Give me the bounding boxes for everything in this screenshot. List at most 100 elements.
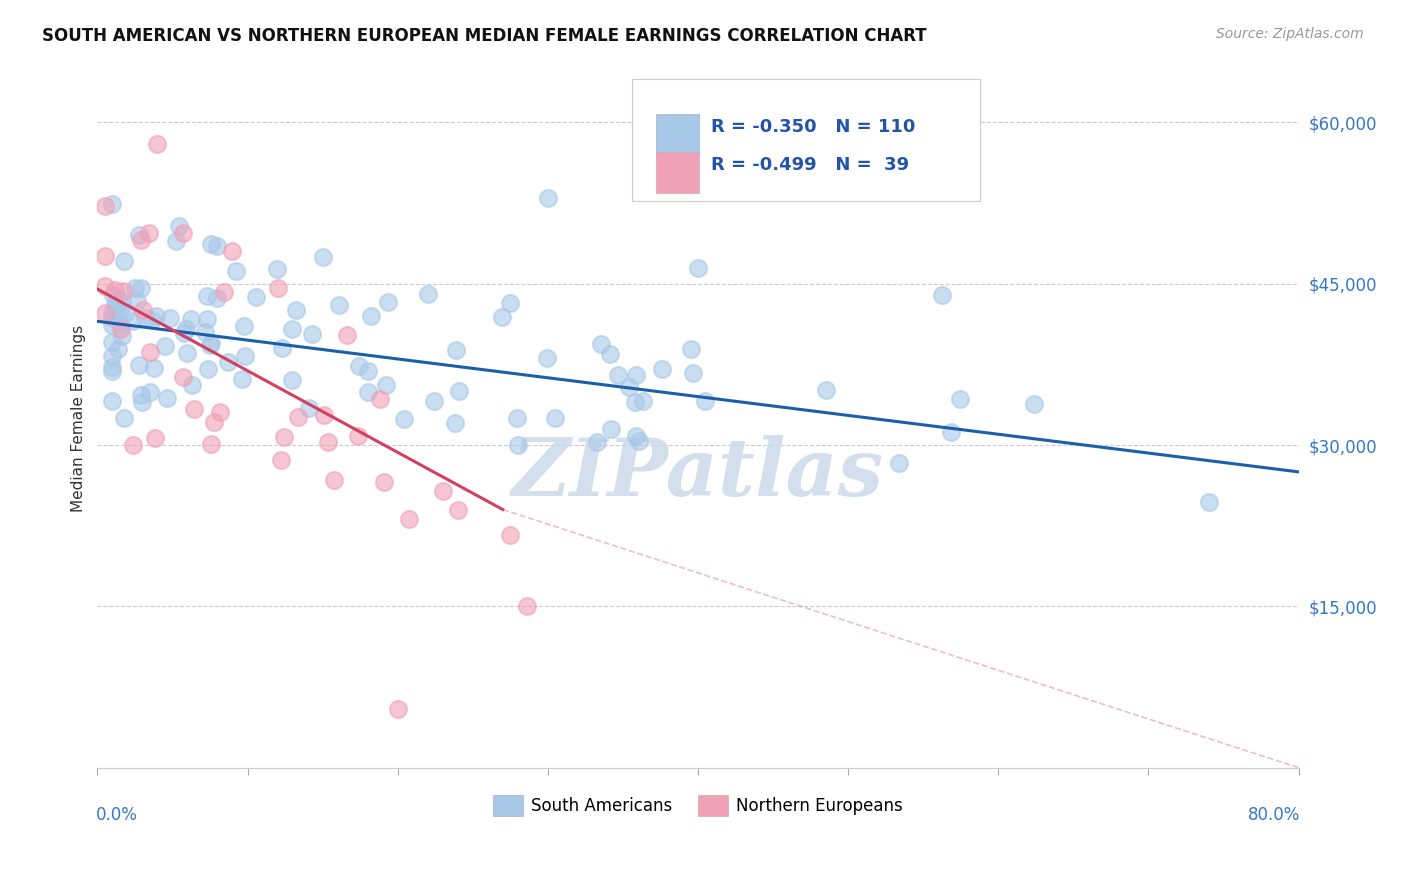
Point [377,294,399,309]
Point [94,306,117,320]
Point [207,239,229,253]
Point [145,431,167,445]
Point [195,312,218,326]
Point [586,434,609,449]
Point [169,219,191,233]
Point [266,261,288,276]
Point [373,475,395,489]
Point [131,395,153,409]
Point [679,342,702,356]
Point [607,368,630,383]
Point [134,311,156,326]
Point [347,429,370,443]
Point [287,409,309,424]
Y-axis label: Median Female Earnings: Median Female Earnings [72,325,86,512]
Point [112,254,135,268]
Point [200,336,222,351]
Point [316,435,339,450]
Point [122,314,145,328]
Point [619,380,641,394]
Point [245,290,267,304]
Point [101,197,124,211]
Point [686,260,709,275]
Point [357,364,380,378]
Point [328,298,350,312]
Point [217,355,239,369]
Point [205,291,228,305]
Point [398,512,420,526]
Point [357,384,380,399]
Text: SOUTH AMERICAN VS NORTHERN EUROPEAN MEDIAN FEMALE EARNINGS CORRELATION CHART: SOUTH AMERICAN VS NORTHERN EUROPEAN MEDI… [42,27,927,45]
Point [200,437,222,451]
Point [141,312,163,326]
Point [599,422,621,436]
Point [516,599,538,614]
Point [631,393,654,408]
Point [271,341,294,355]
Point [200,236,222,251]
Text: 80.0%: 80.0% [1247,806,1299,824]
FancyBboxPatch shape [657,152,699,194]
Point [129,281,152,295]
Point [498,295,520,310]
Point [212,285,235,299]
Point [270,453,292,467]
Text: 0.0%: 0.0% [96,806,138,824]
Point [101,318,124,332]
Point [267,281,290,295]
Point [225,264,247,278]
Text: ZIPatlas: ZIPatlas [512,435,884,513]
Text: Source: ZipAtlas.com: Source: ZipAtlas.com [1216,27,1364,41]
Legend: South Americans, Northern Europeans: South Americans, Northern Europeans [486,789,910,822]
Point [115,305,138,319]
Point [949,392,972,407]
Point [624,394,647,409]
Point [301,326,323,341]
Point [416,287,439,301]
Point [159,311,181,326]
Point [104,304,127,318]
Point [941,425,963,439]
Point [172,370,194,384]
Point [281,322,304,336]
Point [537,191,560,205]
Point [197,362,219,376]
Point [202,415,225,429]
Point [599,347,621,361]
Point [444,343,467,357]
Point [101,360,124,375]
FancyBboxPatch shape [657,114,699,155]
Point [180,311,202,326]
Point [508,438,530,452]
Point [94,278,117,293]
Point [156,391,179,405]
Point [129,234,152,248]
Point [138,226,160,240]
Point [374,377,396,392]
Point [122,438,145,452]
Point [233,349,256,363]
Point [145,309,167,323]
Point [129,388,152,402]
Point [544,411,567,425]
Point [298,401,321,415]
Point [360,309,382,323]
Point [233,319,256,334]
Point [172,226,194,240]
Point [101,349,124,363]
Point [110,317,132,331]
Point [104,283,127,297]
Point [626,368,648,382]
Point [101,288,124,302]
Point [368,392,391,407]
Point [94,199,117,213]
Point [111,285,134,299]
Point [138,344,160,359]
Point [101,394,124,409]
Point [131,302,153,317]
Point [273,430,295,444]
Point [125,293,148,308]
Point [173,326,195,341]
Point [139,384,162,399]
Point [447,384,470,398]
